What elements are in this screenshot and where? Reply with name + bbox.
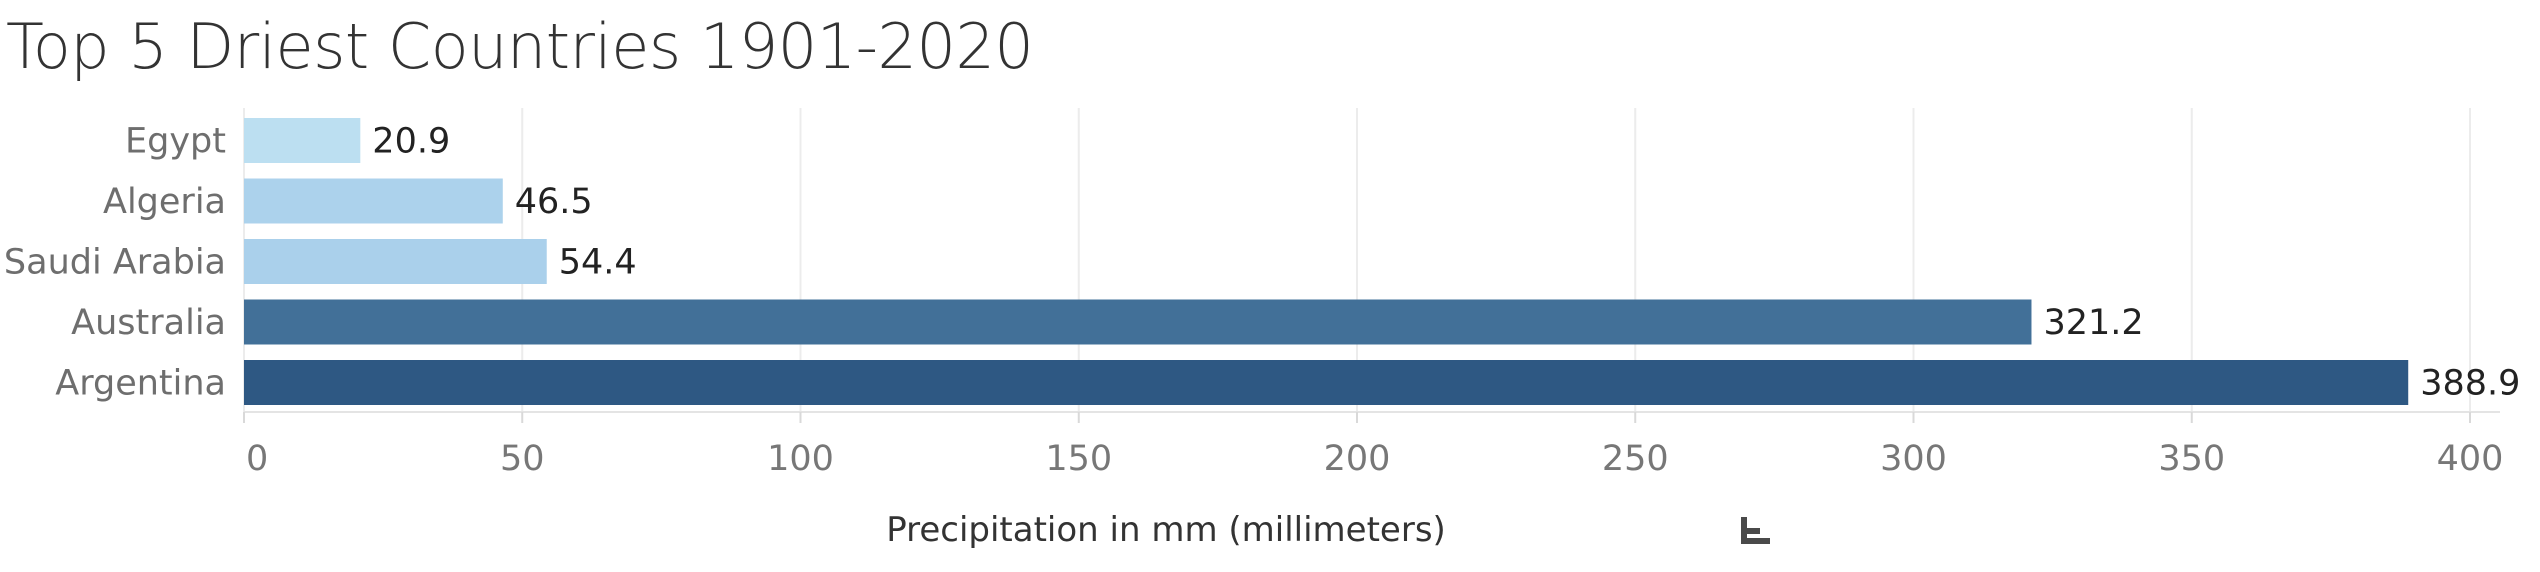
x-tick-label: 50 xyxy=(500,439,545,479)
x-axis-title: Precipitation in mm (millimeters) xyxy=(886,510,1446,550)
x-tick-label: 200 xyxy=(1324,439,1391,479)
chart-title: Top 5 Driest Countries 1901-2020 xyxy=(6,10,1034,83)
category-label: Argentina xyxy=(55,364,226,404)
value-label: 54.4 xyxy=(559,243,637,283)
x-tick-label: 150 xyxy=(1045,439,1112,479)
x-tick-label: 300 xyxy=(1880,439,1947,479)
bar[interactable] xyxy=(244,360,2409,405)
category-label: Saudi Arabia xyxy=(4,243,226,283)
bars xyxy=(244,118,2409,405)
category-label: Algeria xyxy=(103,182,226,222)
x-tick-label: 350 xyxy=(2158,439,2225,479)
value-label: 46.5 xyxy=(515,182,593,222)
value-label: 20.9 xyxy=(372,122,450,162)
category-labels: Egypt Algeria Saudi Arabia Australia Argenti… xyxy=(4,122,226,404)
bar[interactable] xyxy=(244,299,2032,345)
x-tick-label: 100 xyxy=(767,439,834,479)
value-labels: 20.9 46.5 54.4 321.2 388.9 xyxy=(372,122,2520,404)
bar[interactable] xyxy=(244,118,361,163)
value-label: 388.9 xyxy=(2420,364,2520,404)
x-tick-label: 0 xyxy=(246,439,268,479)
x-tick-label: 250 xyxy=(1602,439,1669,479)
x-axis-ticks: 0 50 100 150 200 250 300 350 400 xyxy=(243,412,2504,479)
category-label: Australia xyxy=(71,303,226,343)
value-label: 321.2 xyxy=(2043,303,2143,343)
category-label: Egypt xyxy=(125,122,226,162)
sort-descending-icon[interactable] xyxy=(1741,517,1770,544)
bar[interactable] xyxy=(244,178,503,224)
x-tick-label: 400 xyxy=(2437,439,2504,479)
bar[interactable] xyxy=(244,239,547,284)
